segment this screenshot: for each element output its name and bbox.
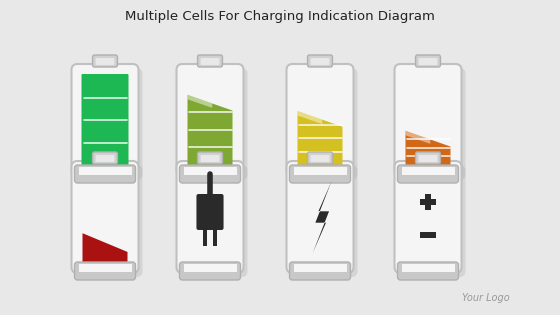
FancyBboxPatch shape [78, 264, 132, 272]
FancyBboxPatch shape [180, 68, 248, 180]
FancyBboxPatch shape [307, 55, 333, 67]
Polygon shape [297, 111, 322, 124]
FancyBboxPatch shape [180, 262, 240, 280]
FancyBboxPatch shape [402, 167, 455, 175]
FancyBboxPatch shape [399, 68, 465, 180]
FancyBboxPatch shape [311, 155, 329, 162]
Bar [425, 194, 431, 210]
FancyBboxPatch shape [96, 155, 114, 162]
FancyBboxPatch shape [184, 264, 236, 272]
Polygon shape [405, 131, 430, 144]
FancyBboxPatch shape [82, 74, 128, 166]
Text: Multiple Cells For Charging Indication Diagram: Multiple Cells For Charging Indication D… [125, 10, 435, 23]
Bar [213, 228, 217, 246]
FancyBboxPatch shape [418, 58, 437, 65]
FancyBboxPatch shape [76, 165, 142, 277]
Polygon shape [82, 233, 128, 262]
FancyBboxPatch shape [307, 152, 333, 164]
FancyBboxPatch shape [399, 165, 465, 277]
FancyBboxPatch shape [74, 165, 136, 183]
FancyBboxPatch shape [76, 68, 142, 180]
Text: Your Logo: Your Logo [462, 293, 510, 303]
FancyBboxPatch shape [287, 64, 353, 176]
FancyBboxPatch shape [184, 167, 236, 175]
FancyBboxPatch shape [72, 64, 138, 176]
FancyBboxPatch shape [291, 68, 357, 180]
FancyBboxPatch shape [74, 262, 136, 280]
FancyBboxPatch shape [92, 55, 118, 67]
FancyBboxPatch shape [72, 161, 138, 273]
FancyBboxPatch shape [176, 64, 244, 176]
Bar [203, 228, 207, 246]
FancyBboxPatch shape [394, 161, 461, 273]
FancyBboxPatch shape [398, 165, 459, 183]
Polygon shape [297, 111, 343, 165]
Polygon shape [188, 95, 232, 165]
FancyBboxPatch shape [198, 152, 222, 164]
FancyBboxPatch shape [287, 161, 353, 273]
Bar [421, 232, 436, 238]
Polygon shape [405, 131, 450, 165]
FancyBboxPatch shape [418, 155, 437, 162]
FancyBboxPatch shape [92, 152, 118, 164]
FancyBboxPatch shape [293, 264, 347, 272]
FancyBboxPatch shape [290, 165, 351, 183]
FancyBboxPatch shape [398, 262, 459, 280]
FancyBboxPatch shape [176, 161, 244, 273]
FancyBboxPatch shape [200, 155, 220, 162]
FancyBboxPatch shape [290, 262, 351, 280]
FancyBboxPatch shape [291, 165, 357, 277]
FancyBboxPatch shape [78, 167, 132, 175]
FancyBboxPatch shape [180, 165, 248, 277]
FancyBboxPatch shape [293, 167, 347, 175]
FancyBboxPatch shape [311, 58, 329, 65]
FancyBboxPatch shape [96, 58, 114, 65]
FancyBboxPatch shape [416, 55, 441, 67]
FancyBboxPatch shape [200, 58, 220, 65]
Polygon shape [312, 181, 332, 253]
Polygon shape [188, 95, 212, 108]
FancyBboxPatch shape [197, 194, 223, 230]
FancyBboxPatch shape [198, 55, 222, 67]
Bar [421, 199, 436, 205]
FancyBboxPatch shape [416, 152, 441, 164]
FancyBboxPatch shape [394, 64, 461, 176]
FancyBboxPatch shape [402, 264, 455, 272]
FancyBboxPatch shape [180, 165, 240, 183]
